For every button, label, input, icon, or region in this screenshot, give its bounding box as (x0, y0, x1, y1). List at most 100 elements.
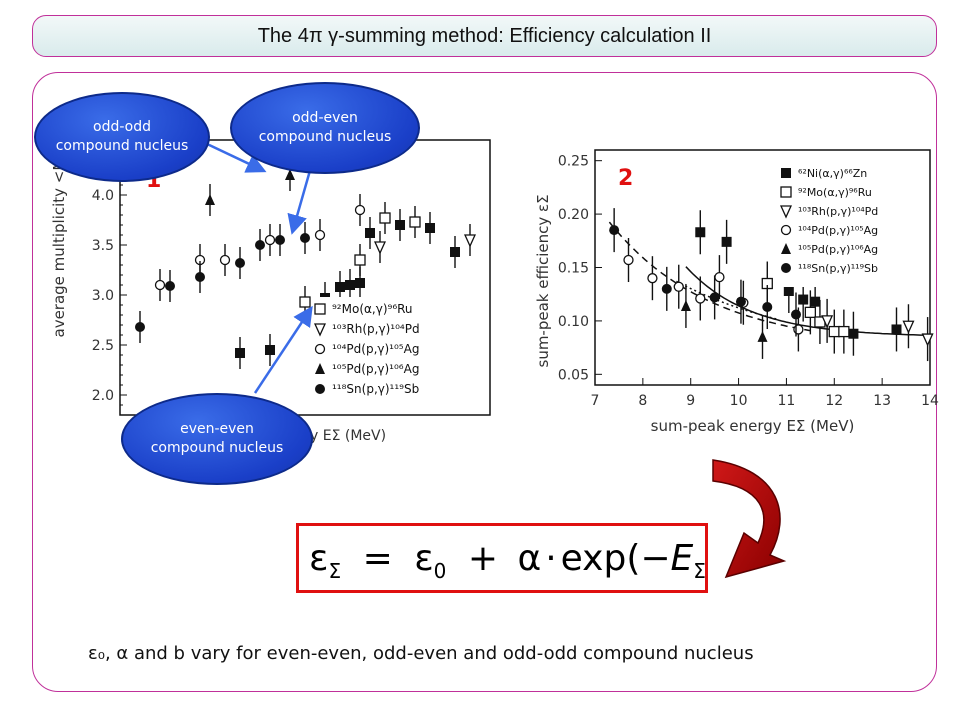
legend-marker (779, 205, 793, 219)
data-point (265, 345, 275, 355)
x-tick-label: 14 (921, 393, 939, 409)
y-tick-label: 0.15 (558, 261, 589, 277)
data-point (255, 240, 265, 250)
data-point (695, 293, 706, 304)
data-point (355, 278, 365, 288)
x-tick-label: 8 (638, 393, 647, 409)
data-point (695, 227, 706, 238)
data-point (793, 324, 804, 335)
svg-text:εΣ = ε0 +: εΣ = ε0 + α·exp(−EΣ /b) (309, 538, 705, 587)
y-tick-label: 0.25 (558, 154, 589, 170)
data-point (623, 254, 634, 266)
data-point (680, 299, 691, 311)
data-point (821, 315, 834, 329)
even-even-bubble: even-even compound nucleus (121, 393, 313, 485)
data-point (828, 325, 840, 338)
data-point (798, 294, 809, 305)
caption-text: ε₀, α and b vary for even-even, odd-even… (88, 643, 754, 664)
data-point (235, 348, 245, 358)
data-point (891, 324, 902, 335)
data-point (235, 258, 245, 268)
legend-entry: ¹⁰⁵Pd(p,γ)¹⁰⁶Ag (332, 362, 419, 376)
data-point (902, 320, 915, 334)
data-point (335, 282, 345, 292)
data-point (264, 234, 276, 246)
legend-entry: ¹⁰⁴Pd(p,γ)¹⁰⁵Ag (798, 224, 878, 237)
x-axis-label: y EΣ (MeV) (310, 428, 386, 444)
y-tick-label: 2.5 (92, 338, 114, 354)
fit-curve (685, 266, 930, 337)
data-point (709, 292, 720, 303)
data-point (673, 281, 684, 292)
data-point (783, 286, 794, 296)
y-axis-label: average multiplicity <M> (50, 145, 68, 337)
data-point (195, 272, 205, 282)
data-point (791, 309, 801, 320)
odd-even-bubble: odd-even compound nucleus (230, 82, 420, 174)
data-point (425, 223, 435, 233)
y-tick-label: 4.0 (92, 188, 114, 204)
y-tick-label: 3.0 (92, 288, 114, 304)
data-point (609, 225, 620, 236)
data-point (735, 296, 746, 307)
data-point (762, 302, 773, 313)
efficiency-chart: 7 8 9 10 11 12 13 14 0.05 0.10 0.15 0.20 0.25 sum-pea… (534, 149, 939, 435)
data-point (921, 333, 934, 347)
odd-odd-label: odd-odd compound nucleus (55, 119, 189, 154)
data-point (838, 325, 850, 338)
legend-entry: ⁶²Ni(α,γ)⁶⁶Zn (798, 167, 867, 180)
legend-entry: ¹¹⁸Sn(p,γ)¹¹⁹Sb (798, 262, 878, 275)
x-tick-label: 9 (686, 393, 695, 409)
data-point (354, 254, 366, 266)
legend-marker (315, 363, 325, 374)
even-even-label: even-even compound nucleus (150, 421, 284, 456)
x-axis-label: sum-peak energy EΣ (MeV) (651, 417, 855, 435)
data-point (354, 204, 366, 216)
data-point (395, 220, 405, 230)
legend-entry: ⁹²Mo(α,γ)⁹⁶Ru (798, 186, 872, 199)
y-tick-label: 2.0 (92, 388, 114, 404)
data-point (379, 212, 391, 224)
data-point (757, 330, 768, 342)
efficiency-formula-box: εΣ = ε0 + α·exp(−EΣ /b) (296, 523, 778, 593)
fit-curve (608, 221, 811, 332)
y-tick-label: 0.10 (558, 314, 589, 330)
y-axis-label: sum-peak efficiency εΣ (534, 194, 552, 367)
legend-marker (781, 243, 791, 254)
data-point (848, 328, 859, 339)
data-point (205, 194, 215, 205)
legend-box (776, 163, 924, 287)
y-tick-label: 0.05 (558, 367, 589, 383)
data-point (463, 234, 477, 248)
legend-marker (781, 263, 791, 273)
data-point (219, 254, 231, 266)
x-tick-label: 11 (778, 393, 796, 409)
slide-title: The 4π γ-summing method: Efficiency calc… (257, 24, 712, 47)
data-point (275, 235, 285, 245)
data-point (135, 322, 145, 332)
legend-entry: ¹⁰³Rh(p,γ)¹⁰⁴Pd (332, 322, 420, 336)
odd-odd-bubble: odd-odd compound nucleus (34, 92, 210, 182)
data-point (714, 271, 725, 283)
data-point (647, 273, 658, 284)
legend-marker (314, 303, 326, 315)
data-point (721, 236, 732, 247)
data-point (661, 283, 672, 294)
data-point (810, 296, 821, 307)
data-point (450, 247, 460, 257)
legend-entry: ⁹²Mo(α,γ)⁹⁶Ru (332, 302, 413, 316)
curved-red-arrow (712, 459, 787, 579)
y-tick-label: 3.5 (92, 238, 114, 254)
x-tick-label: 13 (873, 393, 891, 409)
legend-entry: ¹⁰³Rh(p,γ)¹⁰⁴Pd (798, 205, 878, 218)
legend-marker (313, 323, 327, 337)
legend-marker (780, 224, 792, 236)
data-point (409, 216, 421, 228)
data-point (804, 306, 817, 319)
legend-marker (314, 343, 326, 355)
data-point (154, 279, 166, 291)
legend-entry: ¹⁰⁵Pd(p,γ)¹⁰⁶Ag (798, 243, 878, 256)
data-point (314, 229, 326, 241)
legend-marker (780, 186, 792, 198)
legend-marker (781, 168, 791, 178)
